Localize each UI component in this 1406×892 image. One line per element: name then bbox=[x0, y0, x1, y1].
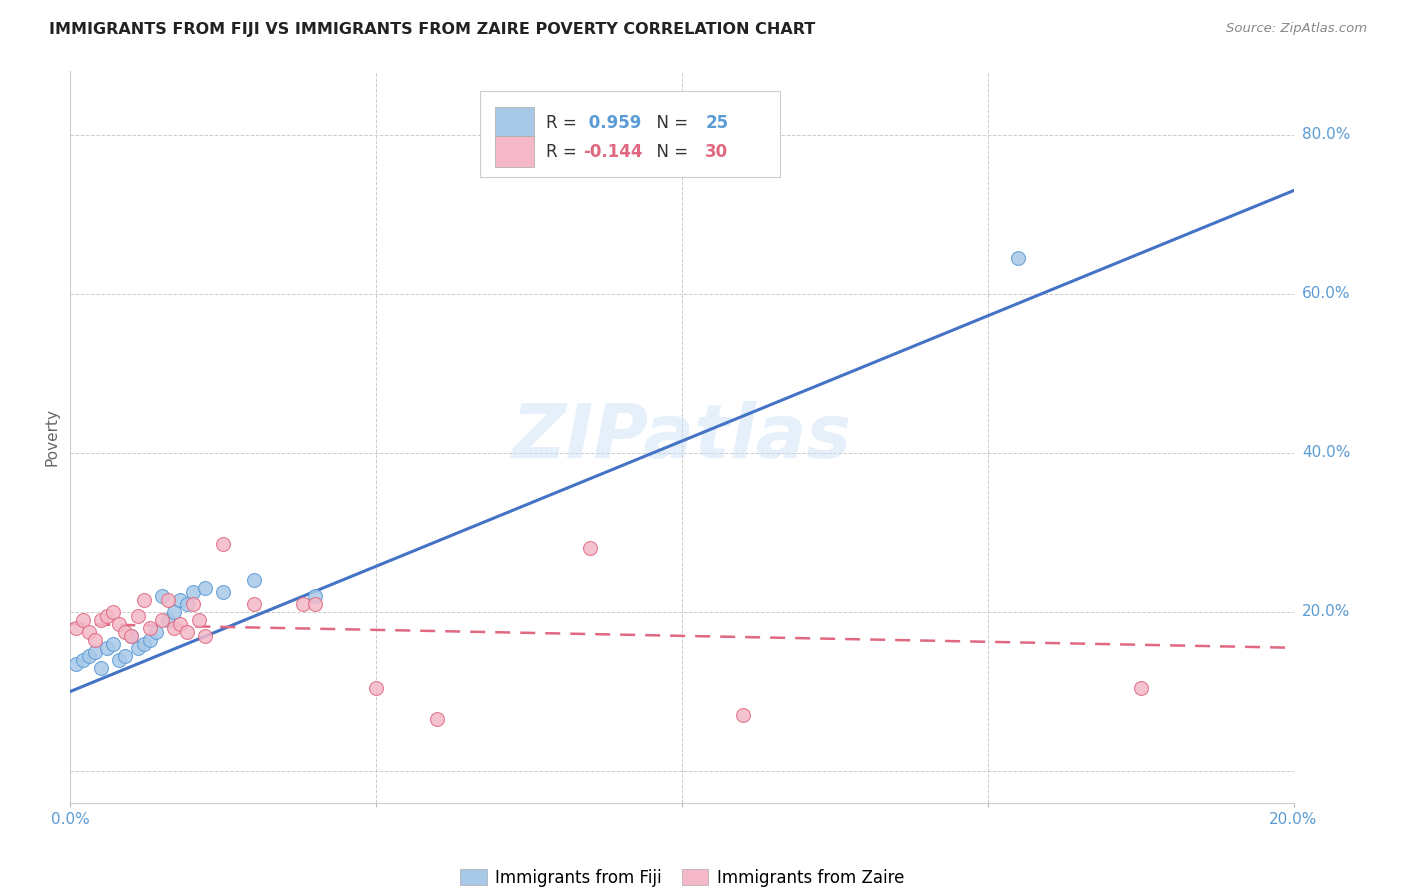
Point bbox=[176, 597, 198, 611]
Point bbox=[90, 613, 112, 627]
Text: 80.0%: 80.0% bbox=[1302, 128, 1350, 143]
Point bbox=[127, 640, 149, 655]
Text: N =: N = bbox=[647, 143, 693, 161]
Point bbox=[90, 660, 112, 674]
Point bbox=[121, 629, 143, 643]
Point bbox=[304, 597, 326, 611]
Point bbox=[96, 609, 118, 624]
Point bbox=[72, 653, 94, 667]
Point bbox=[145, 624, 167, 639]
Point bbox=[579, 541, 602, 556]
Point bbox=[77, 648, 100, 663]
Text: 0.959: 0.959 bbox=[583, 113, 641, 131]
Point bbox=[83, 632, 105, 647]
Point bbox=[157, 593, 180, 607]
Point bbox=[187, 613, 209, 627]
Point bbox=[243, 597, 266, 611]
Text: 60.0%: 60.0% bbox=[1302, 286, 1350, 301]
Point bbox=[169, 616, 191, 631]
Point bbox=[108, 616, 131, 631]
FancyBboxPatch shape bbox=[495, 107, 534, 138]
Point bbox=[194, 581, 217, 595]
Point bbox=[72, 613, 94, 627]
Point bbox=[212, 537, 235, 551]
Point bbox=[212, 585, 235, 599]
Text: ZIPatlas: ZIPatlas bbox=[512, 401, 852, 474]
Y-axis label: Poverty: Poverty bbox=[44, 408, 59, 467]
Point bbox=[163, 605, 186, 619]
Point bbox=[163, 621, 186, 635]
Text: IMMIGRANTS FROM FIJI VS IMMIGRANTS FROM ZAIRE POVERTY CORRELATION CHART: IMMIGRANTS FROM FIJI VS IMMIGRANTS FROM … bbox=[49, 22, 815, 37]
Point bbox=[139, 632, 162, 647]
Point bbox=[101, 637, 124, 651]
Point bbox=[132, 637, 155, 651]
Point bbox=[101, 605, 124, 619]
Point bbox=[77, 624, 100, 639]
FancyBboxPatch shape bbox=[495, 136, 534, 167]
Point bbox=[169, 593, 191, 607]
Point bbox=[733, 708, 755, 723]
Text: Source: ZipAtlas.com: Source: ZipAtlas.com bbox=[1226, 22, 1367, 36]
FancyBboxPatch shape bbox=[479, 91, 780, 178]
Point bbox=[181, 597, 204, 611]
Point bbox=[121, 629, 143, 643]
Point bbox=[108, 653, 131, 667]
Point bbox=[83, 645, 105, 659]
Text: R =: R = bbox=[546, 143, 582, 161]
Text: 25: 25 bbox=[706, 113, 728, 131]
Text: R =: R = bbox=[546, 113, 582, 131]
Text: -0.144: -0.144 bbox=[583, 143, 643, 161]
Point bbox=[65, 621, 87, 635]
Point bbox=[157, 613, 180, 627]
Point bbox=[150, 613, 173, 627]
Point bbox=[426, 712, 449, 726]
Legend: Immigrants from Fiji, Immigrants from Zaire: Immigrants from Fiji, Immigrants from Za… bbox=[453, 863, 911, 892]
Text: 20.0%: 20.0% bbox=[1302, 605, 1350, 619]
Point bbox=[176, 624, 198, 639]
Text: 30: 30 bbox=[706, 143, 728, 161]
Point bbox=[65, 657, 87, 671]
Point bbox=[1129, 681, 1152, 695]
Point bbox=[127, 609, 149, 624]
Point bbox=[366, 681, 388, 695]
Point bbox=[304, 589, 326, 603]
Point bbox=[96, 640, 118, 655]
Point bbox=[114, 624, 136, 639]
Point bbox=[1007, 251, 1029, 265]
Point bbox=[139, 621, 162, 635]
Point bbox=[150, 589, 173, 603]
Text: 40.0%: 40.0% bbox=[1302, 445, 1350, 460]
Point bbox=[291, 597, 314, 611]
Point bbox=[243, 573, 266, 587]
Text: N =: N = bbox=[647, 113, 693, 131]
Point bbox=[181, 585, 204, 599]
Point bbox=[194, 629, 217, 643]
Point bbox=[114, 648, 136, 663]
Point bbox=[132, 593, 155, 607]
